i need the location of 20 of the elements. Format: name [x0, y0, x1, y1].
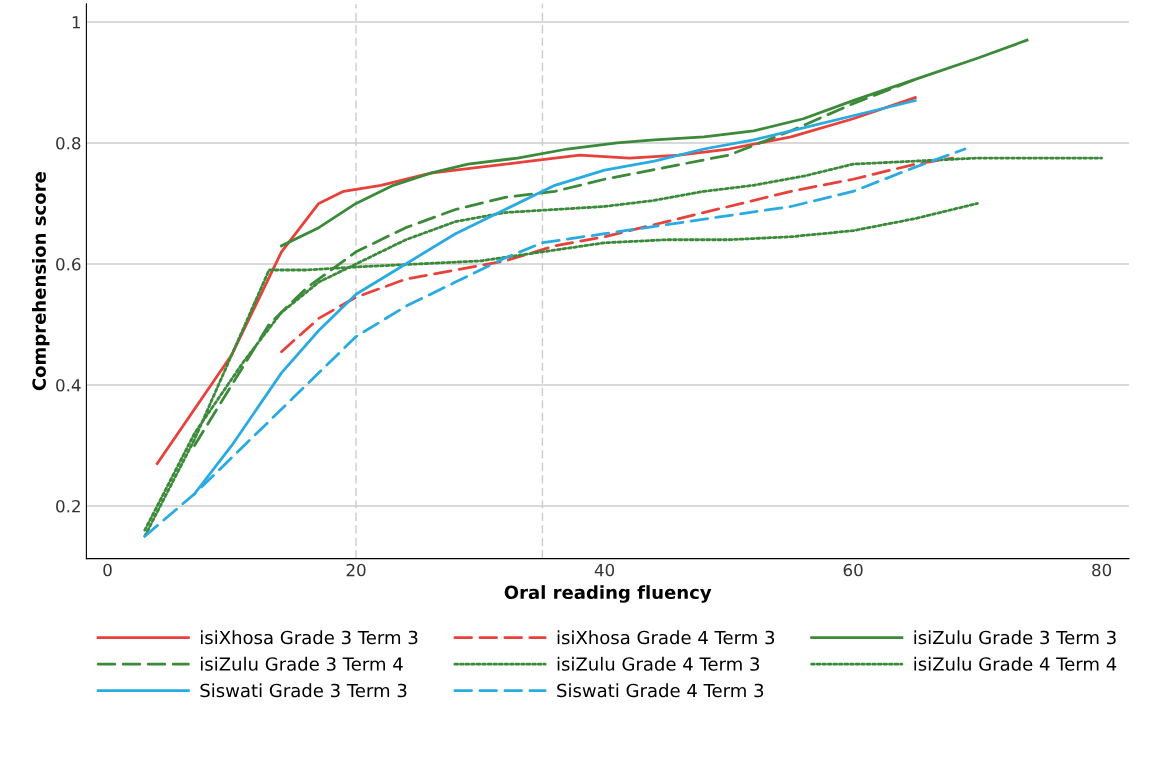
y-axis-title: Comprehension score	[32, 172, 50, 391]
x-axis-title: Oral reading fluency	[504, 585, 712, 603]
x-tick-label: 20	[346, 563, 366, 577]
legend-label: isiZulu Grade 3 Term 3	[914, 630, 1116, 645]
legend-label: isiZulu Grade 4 Term 4	[914, 656, 1117, 671]
y-tick-label: 0.4	[56, 378, 81, 392]
legend-label: isiZulu Grade 3 Term 4	[200, 656, 403, 671]
x-tick-label: 40	[594, 563, 615, 577]
legend-label: Siswati Grade 4 Term 3	[557, 683, 764, 698]
legend-label: isiZulu Grade 4 Term 3	[557, 656, 760, 671]
legend-label: isiXhosa Grade 3 Term 3	[200, 630, 418, 645]
y-tick-label: 0.2	[56, 499, 80, 513]
x-tick-label: 60	[843, 563, 863, 577]
y-tick-label: 1	[72, 16, 80, 29]
legend-label: Siswati Grade 3 Term 3	[200, 683, 407, 698]
y-tick-label: 0.6	[56, 257, 81, 271]
y-tick-label: 0.8	[56, 136, 81, 150]
legend-label: isiXhosa Grade 4 Term 3	[557, 630, 775, 645]
x-tick-label: 80	[1092, 563, 1112, 577]
x-tick-label: 0	[103, 563, 112, 577]
